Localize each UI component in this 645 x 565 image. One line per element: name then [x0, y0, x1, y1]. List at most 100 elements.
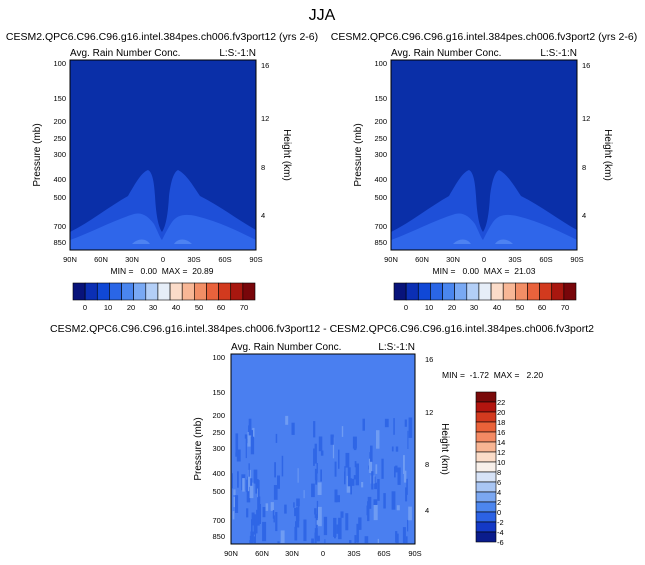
y-right-tick-label: 4: [261, 211, 265, 220]
y-tick-labels: 100 150 200 250 300 400 500 700 850: [53, 59, 66, 247]
difference-feature: [336, 524, 340, 534]
colorbar-labels: 22 20 18 16 14 12 10 8 6 4 2 0 -2 -4 -6: [497, 398, 505, 547]
difference-feature: [355, 463, 359, 486]
x-tick-label: 60N: [94, 255, 108, 264]
corner-label: L:S:-1:N: [219, 48, 256, 59]
y-axis-right: 16 12 8 4 Height (km): [261, 61, 292, 220]
difference-feature: [253, 469, 258, 484]
colorbar-swatch: [475, 451, 497, 463]
difference-feature: [397, 467, 401, 485]
x-tick-label: 60S: [539, 255, 552, 264]
difference-feature: [247, 432, 251, 447]
difference-feature: [247, 469, 251, 492]
colorbar-label: 18: [497, 418, 505, 427]
x-axis: 90N 60N 30N 0 30S 60S 90S: [63, 255, 263, 264]
y-tick-label: 200: [374, 117, 387, 126]
y-tick-label: 300: [374, 150, 387, 159]
colorbar-label: 20: [127, 303, 135, 312]
difference-feature: [366, 505, 368, 516]
x-tick-label: 60S: [218, 255, 231, 264]
difference-feature: [248, 418, 252, 436]
colorbar-swatch: [466, 282, 480, 301]
difference-feature: [338, 449, 340, 469]
y-right-tick-label: 12: [261, 114, 269, 123]
y-tick-label: 150: [53, 94, 66, 103]
difference-feature: [258, 504, 261, 524]
difference-feature: [334, 521, 336, 539]
difference-feature: [408, 506, 412, 521]
colorbar-label: 70: [561, 303, 569, 312]
difference-feature: [294, 508, 297, 517]
difference-feature: [274, 462, 276, 478]
colorbar-label: 10: [497, 458, 505, 467]
y-tick-label: 300: [53, 150, 66, 159]
x-tick-label: 30S: [347, 549, 360, 558]
colorbar-swatch: [206, 282, 219, 301]
y-axis-left: 100 150 200 250 300 400 500 700 850 Pres…: [353, 59, 387, 247]
difference-feature: [383, 493, 386, 509]
colorbar-swatch: [430, 282, 443, 301]
y-tick-label: 400: [212, 469, 225, 478]
plot-area: [230, 353, 416, 545]
difference-feature: [349, 540, 352, 543]
x-axis: 90N 60N 30N 0 30S 60S 90S: [384, 255, 584, 264]
difference-feature: [255, 479, 259, 494]
difference-feature: [371, 471, 374, 490]
field-background: [231, 354, 415, 544]
difference-feature: [367, 501, 370, 522]
difference-feature: [324, 539, 326, 543]
difference-feature: [313, 448, 315, 466]
colorbar-label: 22: [497, 398, 505, 407]
plot-frame: [69, 59, 257, 251]
colorbar-label: 40: [493, 303, 501, 312]
y-tick-label: 850: [374, 238, 387, 247]
colorbar-label: 10: [104, 303, 112, 312]
difference-feature: [316, 463, 318, 474]
y-right-tick-label: 16: [425, 355, 433, 364]
y-right-tick-label: 8: [582, 163, 586, 172]
colorbar-label: -4: [497, 528, 504, 537]
colorbar-swatch: [475, 521, 497, 533]
difference-feature: [253, 536, 256, 543]
difference-feature: [396, 505, 400, 511]
difference-feature: [345, 452, 350, 468]
y-tick-label: 850: [212, 532, 225, 541]
difference-feature: [357, 527, 359, 543]
difference-feature: [249, 482, 254, 499]
colorbar-label: 60: [538, 303, 546, 312]
difference-feature: [246, 483, 251, 503]
y-right-axis-title: Height (km): [439, 423, 450, 475]
x-tick-label: 90N: [63, 255, 77, 264]
difference-feature: [370, 445, 373, 462]
colorbar-swatch: [475, 401, 497, 413]
difference-feature: [367, 496, 372, 509]
colorbar-swatch: [121, 282, 134, 301]
difference-feature: [314, 528, 318, 539]
difference-feature: [248, 463, 250, 477]
difference-feature: [334, 489, 338, 503]
x-tick-label: 30N: [125, 255, 139, 264]
min-max-stats: MIN = 0.00 MAX = 21.03: [433, 266, 536, 276]
difference-feature: [256, 509, 260, 526]
colorbar-label: 10: [425, 303, 433, 312]
difference-feature: [316, 500, 319, 519]
difference-feature: [313, 421, 316, 438]
y-right-tick-label: 8: [425, 460, 429, 469]
colorbar-swatch: [230, 282, 244, 301]
colorbar-label: 30: [149, 303, 157, 312]
y-tick-label: 400: [53, 175, 66, 184]
x-tick-label: 0: [161, 255, 165, 264]
x-tick-label: 0: [482, 255, 486, 264]
colorbar-label: 0: [497, 508, 501, 517]
difference-feature: [403, 455, 405, 474]
difference-feature: [347, 467, 351, 487]
x-tick-label: 30S: [508, 255, 521, 264]
colorbar-swatch: [478, 282, 492, 301]
difference-feature: [318, 436, 323, 452]
colorbar-swatch: [145, 282, 159, 301]
y-axis-right: 16 12 8 4 Height (km): [582, 61, 613, 220]
difference-feature: [246, 508, 249, 518]
colorbar-swatch: [490, 282, 504, 301]
y-right-axis-title: Height (km): [281, 129, 292, 181]
difference-feature: [316, 535, 320, 542]
